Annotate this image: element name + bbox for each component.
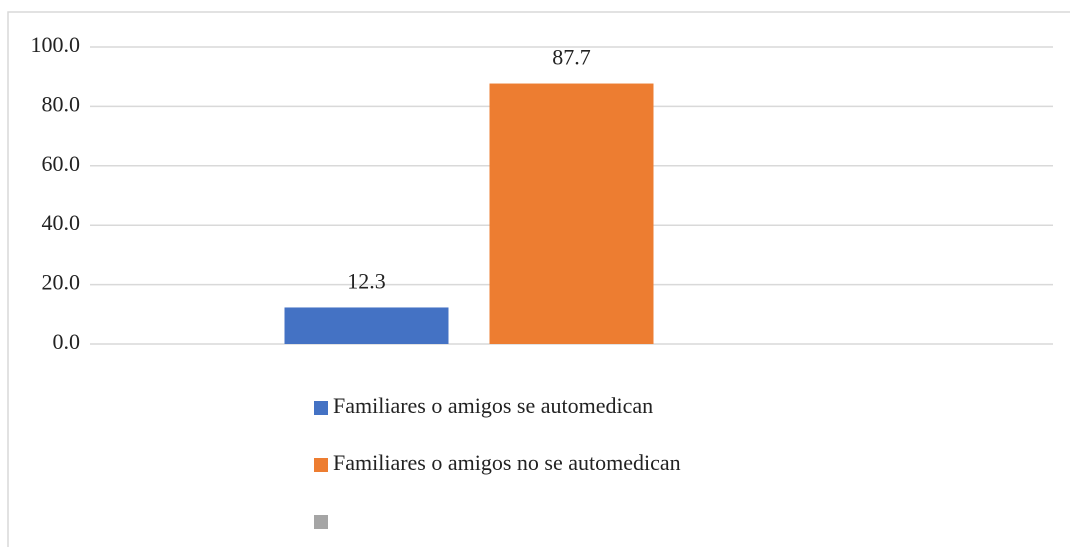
bar <box>284 307 449 344</box>
y-tick-label: 20.0 <box>42 270 81 295</box>
bar <box>489 83 654 344</box>
y-tick-label: 100.0 <box>31 32 81 57</box>
y-tick-label: 60.0 <box>42 151 81 176</box>
legend-label: Familiares o amigos no se automedican <box>333 450 681 475</box>
legend-swatch <box>314 458 328 472</box>
y-tick-label: 80.0 <box>42 91 81 116</box>
y-tick-label: 40.0 <box>42 210 81 235</box>
y-tick-label: 0.0 <box>53 329 81 354</box>
legend-swatch <box>314 401 328 415</box>
value-label: 12.3 <box>347 269 386 294</box>
value-label: 87.7 <box>552 45 591 70</box>
legend-label: Familiares o amigos se automedican <box>333 393 653 418</box>
legend-swatch <box>314 515 328 529</box>
